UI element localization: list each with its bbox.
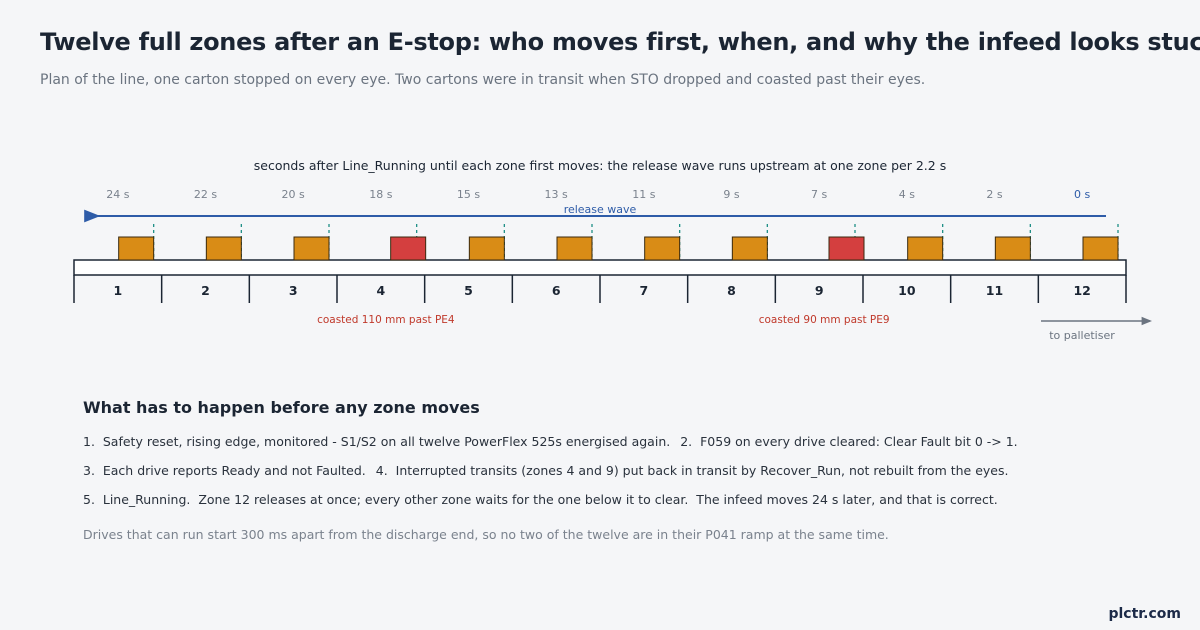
zone-number: 8	[727, 283, 736, 298]
carton	[1082, 236, 1119, 261]
diagram-caption: seconds after Line_Running until each zo…	[254, 158, 946, 173]
zone-time-label: 7 s	[811, 188, 827, 201]
zone-number: 12	[1073, 283, 1090, 298]
zone-time-label: 11 s	[632, 188, 655, 201]
zone-number: 5	[464, 283, 473, 298]
zone-number: 10	[898, 283, 916, 298]
carton	[468, 236, 505, 261]
zone-time-label: 15 s	[457, 188, 480, 201]
release-wave-label: release wave	[564, 203, 637, 216]
step-3: 3. Each drive reports Ready and not Faul…	[83, 463, 366, 478]
footnote: Drives that can run start 300 ms apart f…	[83, 527, 889, 542]
zone-time-label: 18 s	[369, 188, 392, 201]
flow-label: to palletiser	[1049, 329, 1115, 342]
conveyor-belt	[73, 259, 1127, 276]
brand-logo: plctr.com	[1108, 606, 1181, 622]
carton	[731, 236, 768, 261]
zone-time-label: 24 s	[106, 188, 129, 201]
zone-number: 4	[376, 283, 385, 298]
coasted-carton	[828, 236, 865, 261]
step-line: 5. Line_Running. Zone 12 releases at onc…	[83, 492, 998, 507]
carton	[556, 236, 593, 261]
coast-note: coasted 110 mm past PE4	[317, 314, 455, 326]
zone-number: 6	[552, 283, 561, 298]
carton	[293, 236, 330, 261]
zone-number: 2	[201, 283, 210, 298]
zone-number: 9	[815, 283, 824, 298]
step-1: 1. Safety reset, rising edge, monitored …	[83, 434, 671, 449]
carton	[644, 236, 681, 261]
carton	[118, 236, 155, 261]
step-4: 4. Interrupted transits (zones 4 and 9) …	[375, 463, 1009, 478]
step-line: 3. Each drive reports Ready and not Faul…	[83, 463, 1008, 478]
step-line: 1. Safety reset, rising edge, monitored …	[83, 434, 1018, 449]
page-title: Twelve full zones after an E-stop: who m…	[40, 28, 1200, 56]
zone-number: 7	[639, 283, 648, 298]
zone-number: 1	[113, 283, 122, 298]
carton	[907, 236, 944, 261]
zone-number: 3	[289, 283, 298, 298]
steps-heading: What has to happen before any zone moves	[83, 398, 480, 417]
step-5: 5. Line_Running. Zone 12 releases at onc…	[83, 492, 998, 507]
zone-time-label: 0 s	[1074, 188, 1090, 201]
carton	[205, 236, 242, 261]
step-2: 2. F059 on every drive cleared: Clear Fa…	[680, 434, 1018, 449]
page-subtitle: Plan of the line, one carton stopped on …	[40, 72, 926, 88]
zone-time-label: 2 s	[986, 188, 1002, 201]
zone-time-label: 22 s	[194, 188, 217, 201]
zone-number: 11	[986, 283, 1003, 298]
zone-time-label: 9 s	[723, 188, 739, 201]
zone-time-label: 13 s	[545, 188, 568, 201]
zone-time-label: 20 s	[282, 188, 305, 201]
zone-time-label: 4 s	[899, 188, 915, 201]
coast-note: coasted 90 mm past PE9	[759, 314, 890, 326]
carton	[994, 236, 1031, 261]
coasted-carton	[390, 236, 427, 261]
